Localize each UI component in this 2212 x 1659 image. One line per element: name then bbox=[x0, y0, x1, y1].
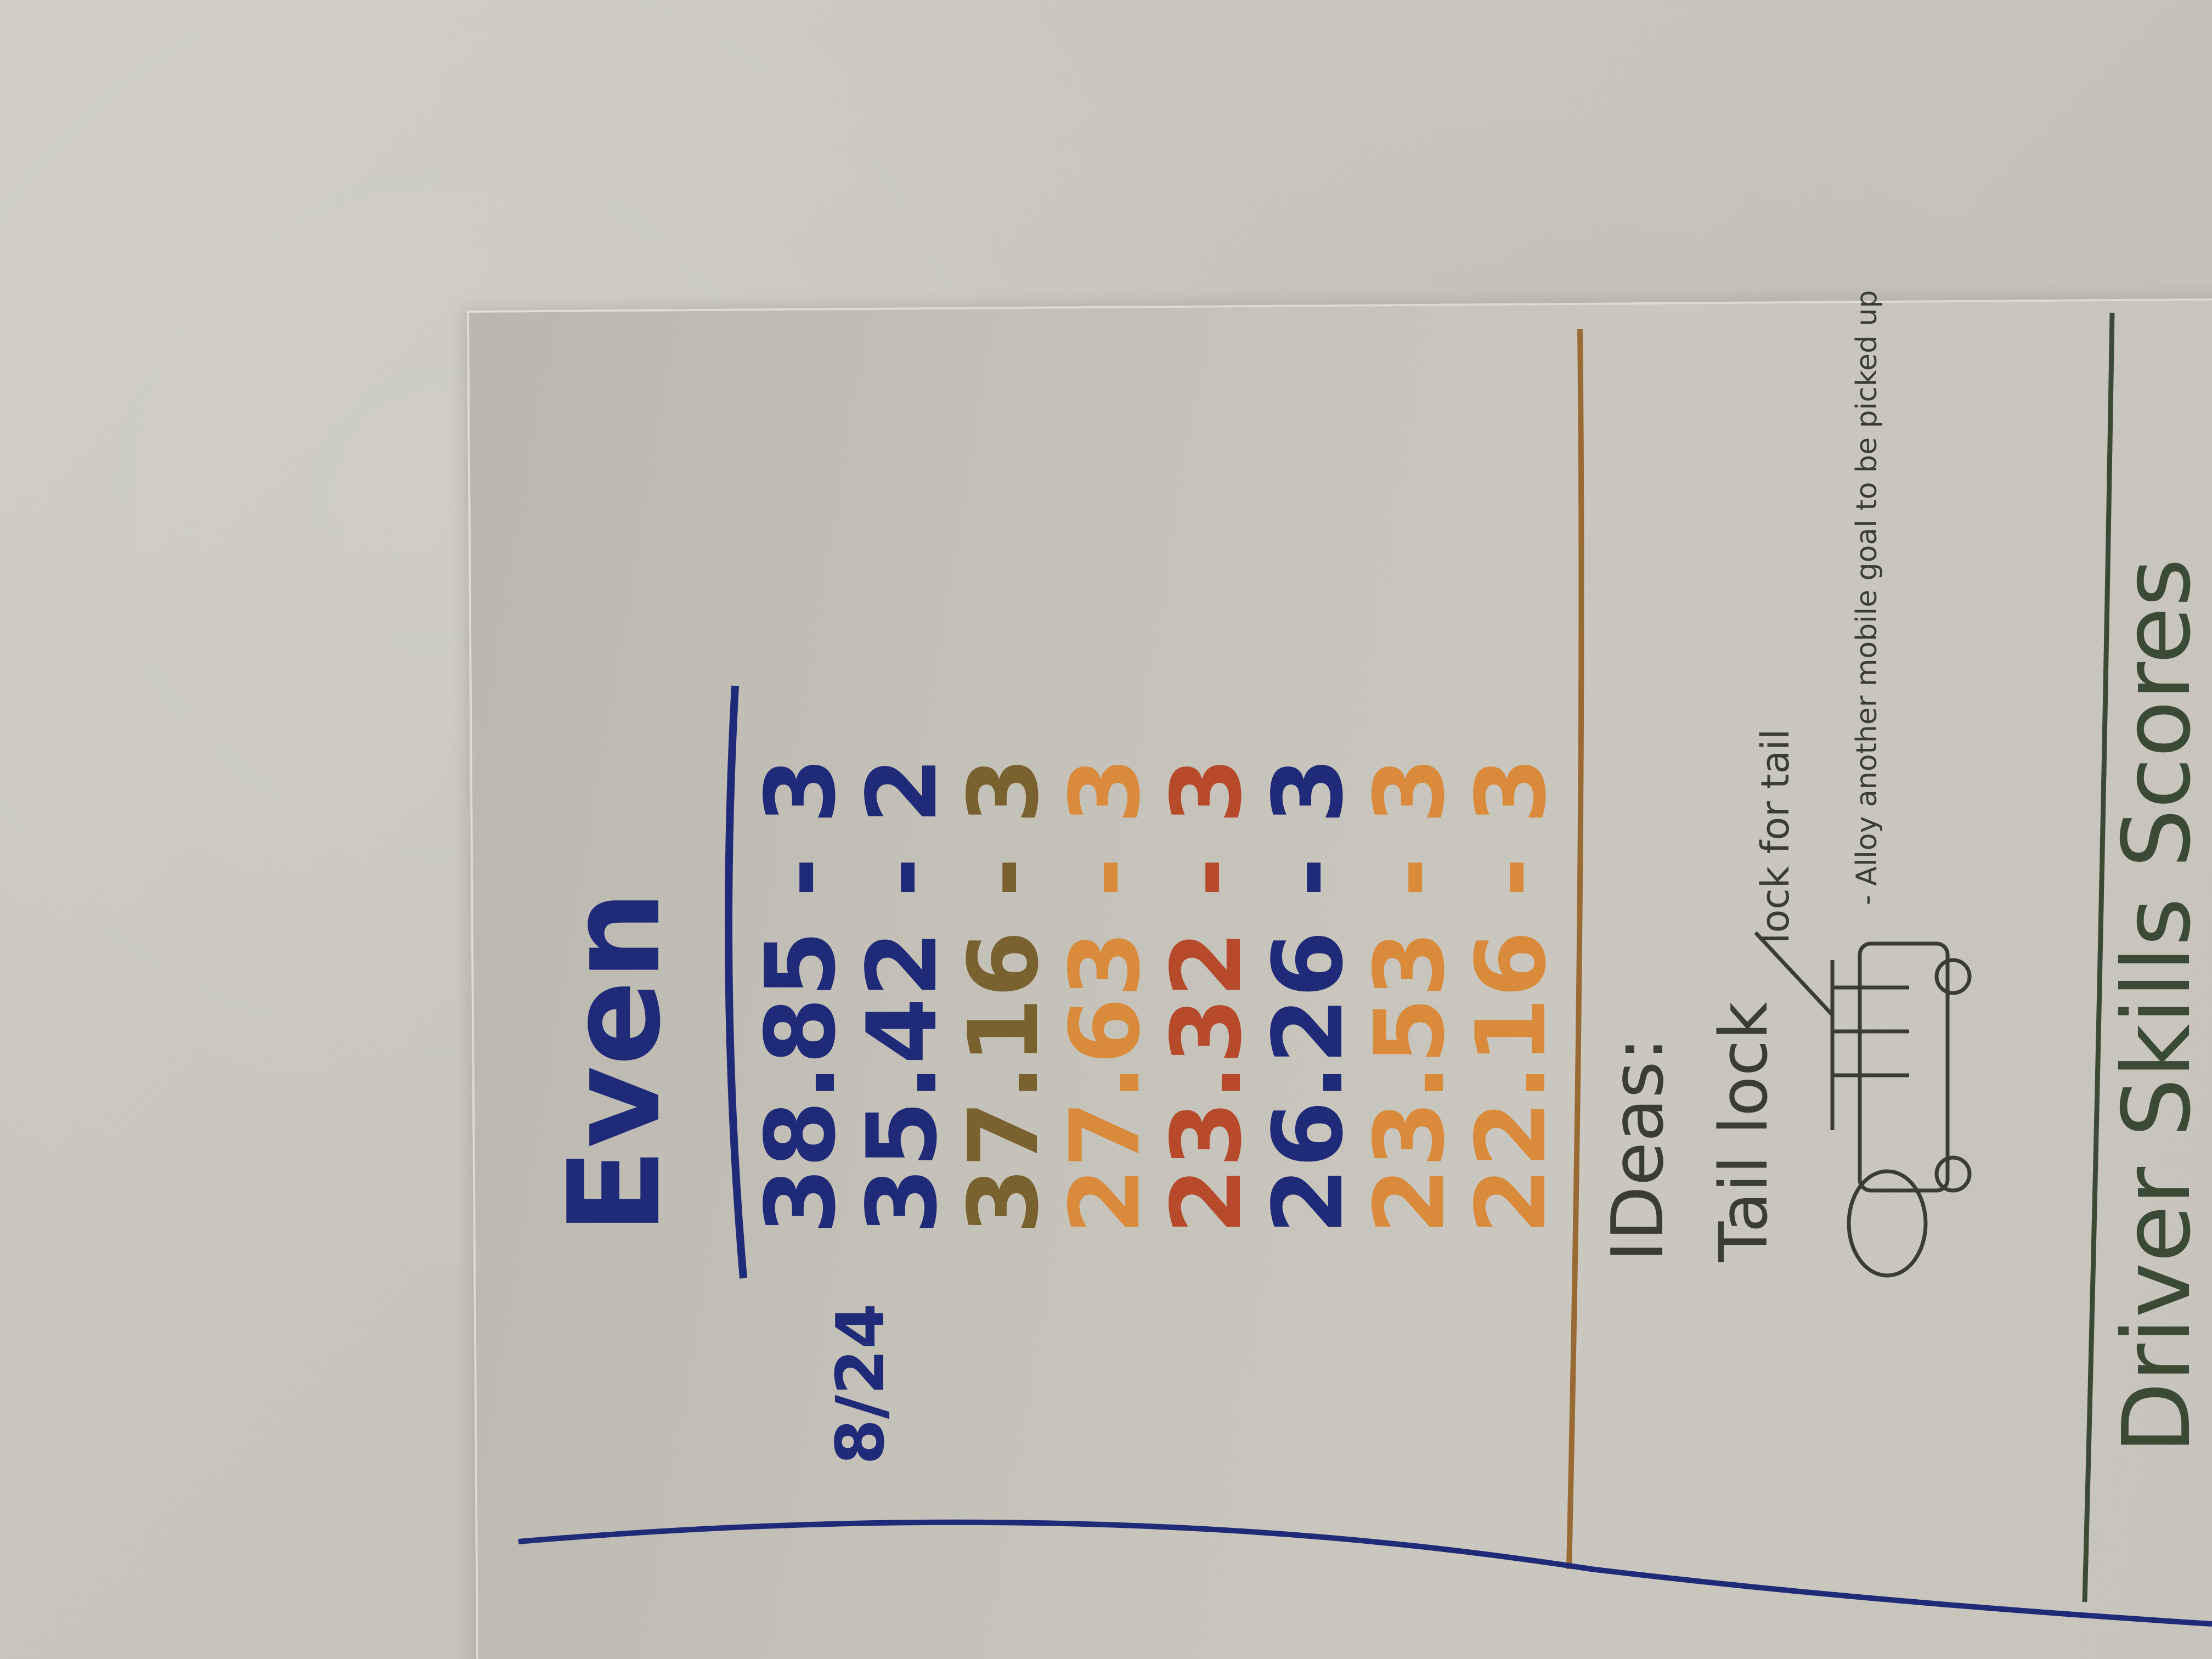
note-date: 8/24 bbox=[823, 1304, 899, 1465]
sketch-chassis bbox=[1858, 941, 1950, 1193]
ideas-heading: IDeas: bbox=[1596, 1037, 1679, 1262]
sketch-wheel-small-b bbox=[1934, 958, 1972, 995]
note-title: Even bbox=[542, 890, 689, 1234]
sketch-callout-line bbox=[1754, 931, 1834, 1017]
score-entry: 37.16 - 3 bbox=[949, 757, 1060, 1234]
score-entry: 23.32 - 3 bbox=[1152, 757, 1263, 1234]
blue-baseline bbox=[518, 1519, 2212, 1627]
sketch-wheel-large bbox=[1847, 1169, 1928, 1278]
score-entry: 35.42 - 2 bbox=[847, 757, 958, 1234]
sketch-wheel-small-a bbox=[1934, 1155, 1972, 1193]
section-rule-line bbox=[2082, 312, 2115, 1602]
score-entry: 26.26 - 3 bbox=[1253, 757, 1364, 1234]
score-list: 38.85 - 335.42 - 237.16 - 327.63 - 323.3… bbox=[746, 757, 1567, 1234]
footer-label: Driver Skills Scores bbox=[2103, 558, 2211, 1454]
ideas-sketch-note: - Alloy another mobile goal to be picked… bbox=[1850, 290, 1883, 905]
title-underline bbox=[725, 685, 747, 1279]
score-entry: 23.53 - 3 bbox=[1355, 757, 1466, 1234]
score-entry: 27.63 - 3 bbox=[1050, 757, 1161, 1234]
score-entry: 38.85 - 3 bbox=[746, 757, 857, 1234]
ideas-item: Tail lock bbox=[1706, 1001, 1782, 1262]
ideas-callout: lock for tail bbox=[1753, 729, 1798, 944]
score-entry: 22.16 - 3 bbox=[1456, 757, 1567, 1234]
brown-rule-line bbox=[1566, 329, 1584, 1570]
tail-lock-sketch bbox=[1754, 931, 1972, 1278]
